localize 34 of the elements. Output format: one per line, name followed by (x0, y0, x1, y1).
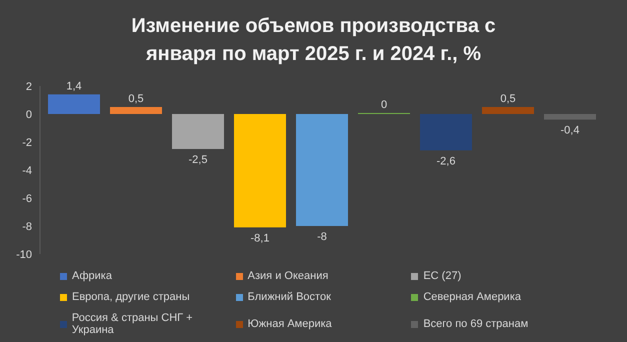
bar (172, 114, 224, 149)
legend-label: Европа, другие страны (72, 291, 190, 303)
y-tick-label: -2 (22, 136, 32, 149)
legend-label: Южная Америка (248, 318, 332, 330)
data-label: -2,5 (188, 154, 208, 166)
bar (234, 114, 286, 228)
data-label: -0,4 (560, 124, 580, 137)
bar (420, 114, 472, 150)
data-label: 0,5 (128, 93, 144, 105)
y-tick-label: 2 (26, 80, 32, 93)
chart-title: Изменение объемов производства с января по март 2025 г. и 2024 г., % (130, 14, 497, 67)
data-label: -2,6 (436, 155, 456, 168)
y-tick-label: -6 (22, 192, 32, 205)
legend-label: Россия & страны СНГ + Украина (72, 312, 194, 336)
bar (48, 94, 100, 114)
y-tick-label: 0 (26, 108, 32, 121)
legend-label: Азия и Океания (248, 270, 328, 282)
y-tick-label: -4 (22, 164, 32, 177)
bar (110, 107, 162, 114)
legend-label: Ближний Восток (248, 291, 331, 303)
bar (296, 114, 348, 226)
data-label: 1,4 (66, 80, 82, 92)
legend-label: Всего по 69 странам (423, 318, 528, 330)
legend-label: ЕС (27) (423, 270, 462, 282)
bar (544, 114, 596, 120)
data-label: 0 (380, 99, 388, 111)
data-label: -8,1 (250, 232, 270, 244)
bar (482, 107, 534, 114)
y-tick-label: -10 (16, 248, 32, 261)
legend-label: Африка (72, 270, 112, 282)
data-label: 0,5 (500, 93, 516, 105)
legend-label: Северная Америка (423, 291, 522, 303)
y-tick-label: -8 (22, 220, 32, 233)
data-label: -8 (317, 231, 327, 243)
